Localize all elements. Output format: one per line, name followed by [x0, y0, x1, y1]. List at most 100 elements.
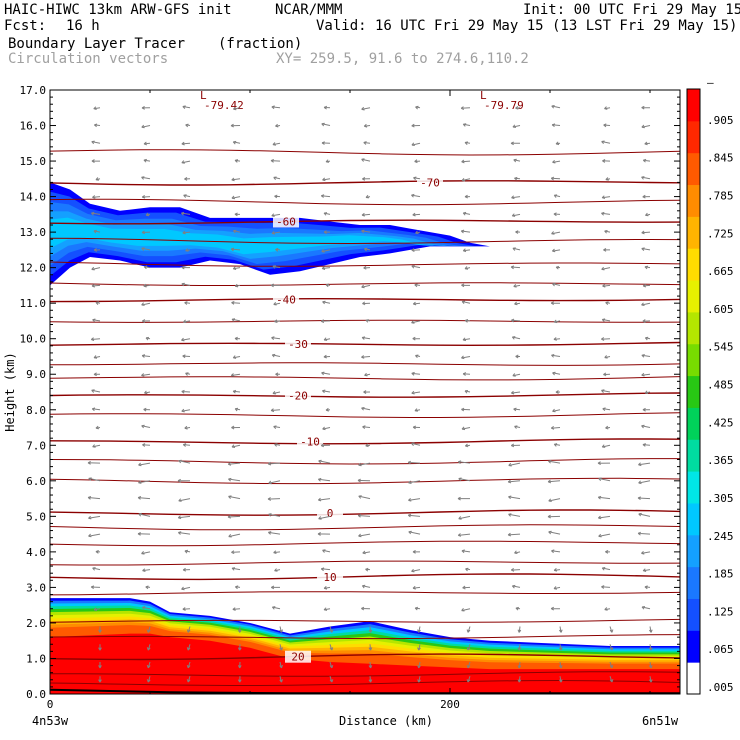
- circulation-vector: [272, 390, 281, 395]
- circulation-vector: [609, 676, 614, 683]
- model-title: HAIC-HIWC 13km ARW-GFS init: [4, 2, 232, 18]
- circulation-vector: [514, 301, 521, 306]
- colorbar-label: .725: [707, 227, 734, 240]
- circulation-vector: [601, 444, 611, 448]
- isotherm-label-bg: [317, 506, 343, 519]
- circulation-vector: [460, 229, 471, 234]
- isotherm-labeled-line: [50, 573, 680, 581]
- y-tick-label: 6.0: [26, 475, 46, 488]
- y-tick-label: 15.0: [20, 155, 47, 168]
- field-units: (fraction): [218, 36, 303, 52]
- circulation-vector: [320, 567, 331, 572]
- circulation-vector: [511, 195, 521, 200]
- colorbar-swatch: [687, 184, 700, 217]
- circulation-vector: [411, 193, 421, 198]
- circulation-vector: [508, 495, 521, 500]
- circulation-vector: [362, 550, 371, 555]
- circulation-vector: [552, 371, 561, 376]
- circulation-vector: [457, 533, 471, 537]
- colorbar-swatch: [687, 152, 700, 186]
- circulation-vector: [177, 478, 191, 483]
- circulation-vector: [547, 514, 561, 519]
- circulation-vector: [603, 372, 611, 377]
- circulation-vector: [605, 549, 611, 554]
- circulation-vector: [141, 194, 151, 199]
- circulation-vector: [182, 567, 191, 572]
- circulation-vector: [464, 390, 471, 394]
- circulation-vector: [361, 212, 371, 217]
- circulation-vector: [270, 158, 281, 163]
- circulation-vector: [601, 266, 611, 271]
- circulation-vector: [362, 301, 371, 306]
- circulation-vector: [91, 266, 101, 271]
- boundary-layer-core: [50, 633, 680, 694]
- circulation-vector: [462, 585, 471, 590]
- circulation-vector: [91, 407, 101, 412]
- circulation-vector: [644, 265, 651, 270]
- circulation-vector: [183, 194, 191, 198]
- colorbar-swatch: [687, 216, 700, 249]
- colorbar-label: .845: [707, 152, 734, 165]
- circulation-vector: [181, 141, 191, 146]
- circulation-vector: [601, 567, 611, 571]
- colorbar-swatch: [687, 311, 700, 345]
- circulation-vector: [357, 513, 371, 518]
- colorbar-swatch: [687, 89, 700, 122]
- circulation-vector: [141, 606, 151, 610]
- colorbar-label: .485: [707, 379, 734, 392]
- circulation-vector: [598, 533, 611, 538]
- circulation-vector: [550, 606, 561, 611]
- circulation-vector: [641, 230, 651, 235]
- circulation-vector: [368, 661, 373, 669]
- circulation-vector: [181, 586, 191, 591]
- colorbar-label: .245: [707, 530, 734, 543]
- circulation-vector: [408, 498, 421, 502]
- circulation-vector: [641, 176, 651, 180]
- circulation-vector: [178, 459, 191, 464]
- circulation-vector: [92, 567, 101, 571]
- circulation-vector: [322, 549, 331, 553]
- center-label: NCAR/MMM: [275, 2, 343, 18]
- circulation-vector: [88, 533, 101, 538]
- circulation-vector: [638, 512, 651, 517]
- circulation-vector: [601, 140, 611, 145]
- isotherm-label: -70: [420, 176, 440, 189]
- circulation-vector: [145, 336, 151, 341]
- circulation-vector: [234, 212, 241, 217]
- circulation-vector: [231, 318, 241, 322]
- circulation-vector: [510, 390, 521, 395]
- circulation-vector: [141, 424, 151, 429]
- circulation-vector: [357, 478, 371, 483]
- circulation-vector: [361, 229, 371, 234]
- circulation-vector-layer: [87, 105, 653, 683]
- circulation-vector: [417, 626, 421, 633]
- circulation-vector: [183, 319, 191, 324]
- circulation-vector: [186, 676, 191, 683]
- circulation-vector: [464, 319, 471, 323]
- circulation-vector: [461, 300, 471, 305]
- circulation-vector: [604, 230, 611, 234]
- circulation-vector: [186, 661, 191, 669]
- circulation-vector: [601, 585, 611, 589]
- circulation-vector: [361, 606, 371, 611]
- colorbar-label: .305: [707, 492, 734, 505]
- circulation-vector: [415, 230, 421, 235]
- circulation-vector: [553, 212, 561, 217]
- circulation-vector: [550, 301, 561, 306]
- circulation-vector: [177, 515, 191, 520]
- circulation-vector: [462, 337, 471, 342]
- circulation-vector: [415, 354, 421, 359]
- circulation-vector: [358, 495, 371, 500]
- circulation-vector: [321, 371, 331, 376]
- isotherm-line: [50, 458, 680, 465]
- circulation-vector: [597, 461, 611, 466]
- circulation-vector: [95, 550, 101, 554]
- circulation-vector: [138, 480, 151, 484]
- circulation-vector: [90, 585, 101, 590]
- circulation-vector: [95, 177, 101, 181]
- upper-tracer-shell-3: [50, 211, 451, 259]
- circulation-vector: [641, 550, 651, 555]
- vectors-label: Circulation vectors: [8, 51, 169, 67]
- circulation-vector: [234, 283, 241, 288]
- circulation-vector: [601, 337, 611, 341]
